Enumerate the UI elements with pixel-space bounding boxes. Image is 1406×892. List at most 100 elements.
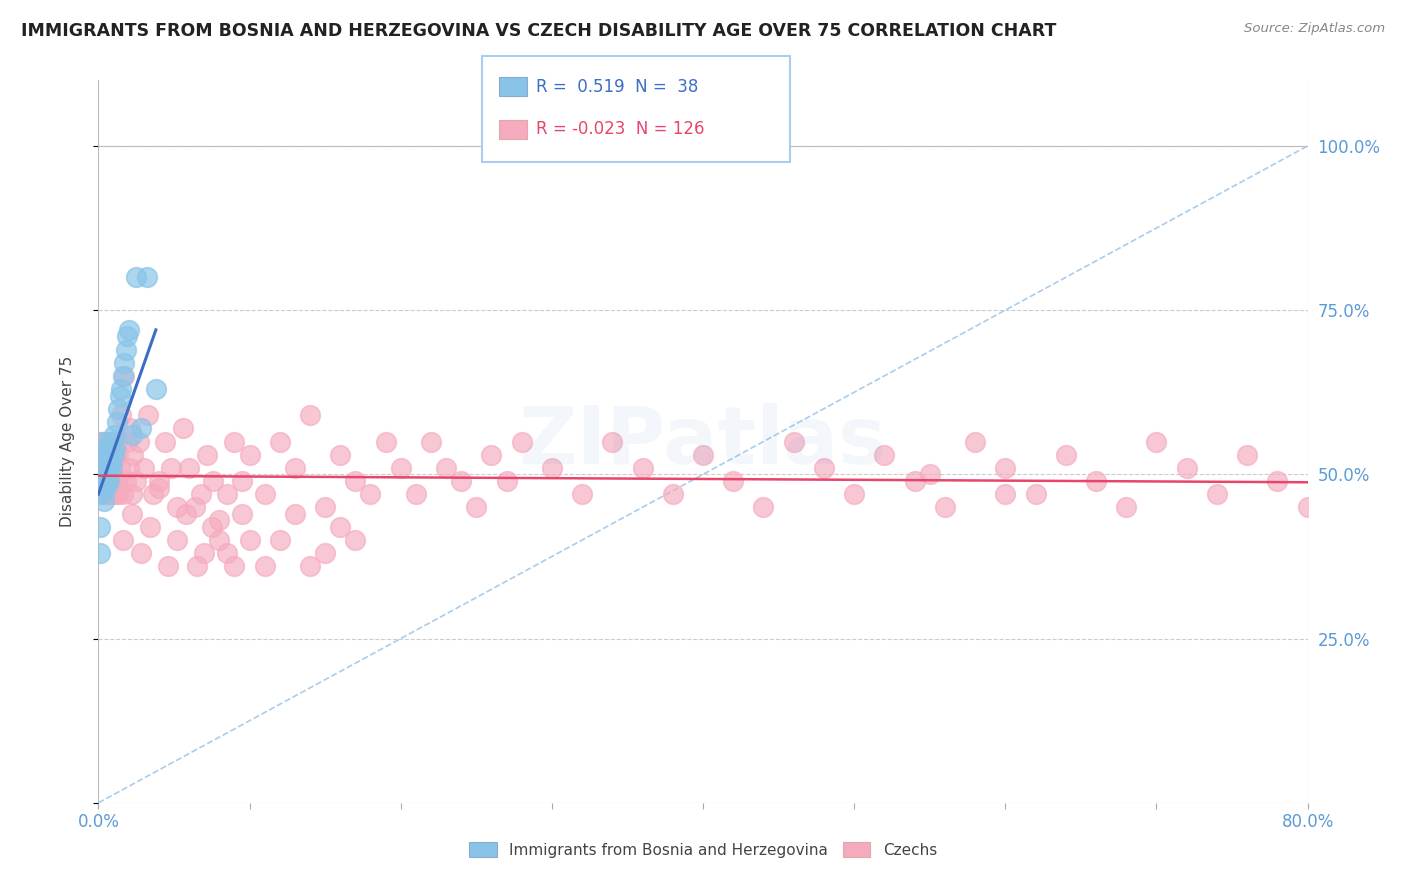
Text: IMMIGRANTS FROM BOSNIA AND HERZEGOVINA VS CZECH DISABILITY AGE OVER 75 CORRELATI: IMMIGRANTS FROM BOSNIA AND HERZEGOVINA V… — [21, 22, 1056, 40]
Point — [94, 460, 117, 475]
Point — [329, 520, 352, 534]
Point — [93, 448, 115, 462]
Point — [89, 434, 111, 449]
Point — [91, 487, 114, 501]
Point — [360, 487, 382, 501]
Point — [224, 434, 246, 449]
Text: Source: ZipAtlas.com: Source: ZipAtlas.com — [1244, 22, 1385, 36]
Point — [112, 368, 135, 383]
Point — [100, 448, 122, 462]
Point — [103, 434, 125, 449]
Point — [1085, 474, 1108, 488]
Point — [405, 487, 427, 501]
Point — [90, 474, 112, 488]
Point — [344, 474, 367, 488]
Point — [201, 520, 224, 534]
Point — [142, 487, 165, 501]
Point — [111, 533, 134, 547]
Point — [112, 356, 135, 370]
Point — [100, 434, 122, 449]
Point — [314, 546, 336, 560]
Point — [103, 448, 125, 462]
Point — [125, 270, 148, 285]
Point — [98, 474, 121, 488]
Point — [208, 533, 231, 547]
Point — [215, 546, 238, 560]
Point — [1115, 500, 1137, 515]
Point — [166, 533, 188, 547]
Point — [93, 493, 115, 508]
Point — [186, 559, 208, 574]
Point — [631, 460, 654, 475]
Point — [510, 434, 533, 449]
Point — [91, 434, 114, 449]
Point — [93, 467, 115, 482]
Point — [107, 487, 129, 501]
Point — [111, 368, 134, 383]
Point — [136, 409, 159, 423]
Point — [284, 507, 307, 521]
Point — [195, 448, 218, 462]
Point — [101, 448, 124, 462]
Point — [139, 520, 162, 534]
Point — [105, 434, 128, 449]
Point — [1267, 474, 1289, 488]
Point — [299, 559, 322, 574]
Point — [94, 460, 117, 475]
Point — [481, 448, 503, 462]
Point — [94, 441, 117, 455]
Point — [105, 415, 128, 429]
Point — [1296, 500, 1319, 515]
Point — [269, 533, 291, 547]
Point — [1175, 460, 1198, 475]
Point — [98, 441, 121, 455]
Point — [108, 388, 131, 402]
Point — [91, 434, 114, 449]
Point — [89, 460, 111, 475]
Point — [1236, 448, 1258, 462]
Point — [121, 428, 143, 442]
Point — [661, 487, 683, 501]
Point — [98, 460, 121, 475]
Point — [91, 481, 114, 495]
Text: R = -0.023  N = 126: R = -0.023 N = 126 — [536, 120, 704, 138]
Point — [107, 401, 129, 416]
Point — [1144, 434, 1167, 449]
Point — [172, 421, 194, 435]
Point — [118, 460, 141, 475]
Point — [129, 546, 152, 560]
Point — [374, 434, 396, 449]
Point — [101, 487, 124, 501]
Point — [89, 546, 111, 560]
Point — [105, 474, 128, 488]
Point — [121, 487, 143, 501]
Point — [844, 487, 866, 501]
Point — [104, 487, 127, 501]
Point — [692, 448, 714, 462]
Point — [253, 559, 276, 574]
Point — [100, 454, 122, 468]
Point — [98, 434, 121, 449]
Point — [132, 460, 155, 475]
Point — [93, 474, 115, 488]
Point — [208, 513, 231, 527]
Point — [107, 448, 129, 462]
Point — [129, 421, 152, 435]
Point — [1206, 487, 1229, 501]
Point — [239, 448, 262, 462]
Point — [148, 481, 170, 495]
Point — [101, 460, 124, 475]
Point — [193, 546, 215, 560]
Point — [148, 474, 170, 488]
Text: ZIPatlas: ZIPatlas — [519, 402, 887, 481]
Point — [118, 323, 141, 337]
Point — [96, 474, 118, 488]
Point — [329, 448, 352, 462]
Point — [465, 500, 488, 515]
Point — [90, 467, 112, 482]
Point — [98, 487, 121, 501]
Point — [166, 500, 188, 515]
Point — [98, 460, 121, 475]
Point — [108, 460, 131, 475]
Point — [965, 434, 987, 449]
